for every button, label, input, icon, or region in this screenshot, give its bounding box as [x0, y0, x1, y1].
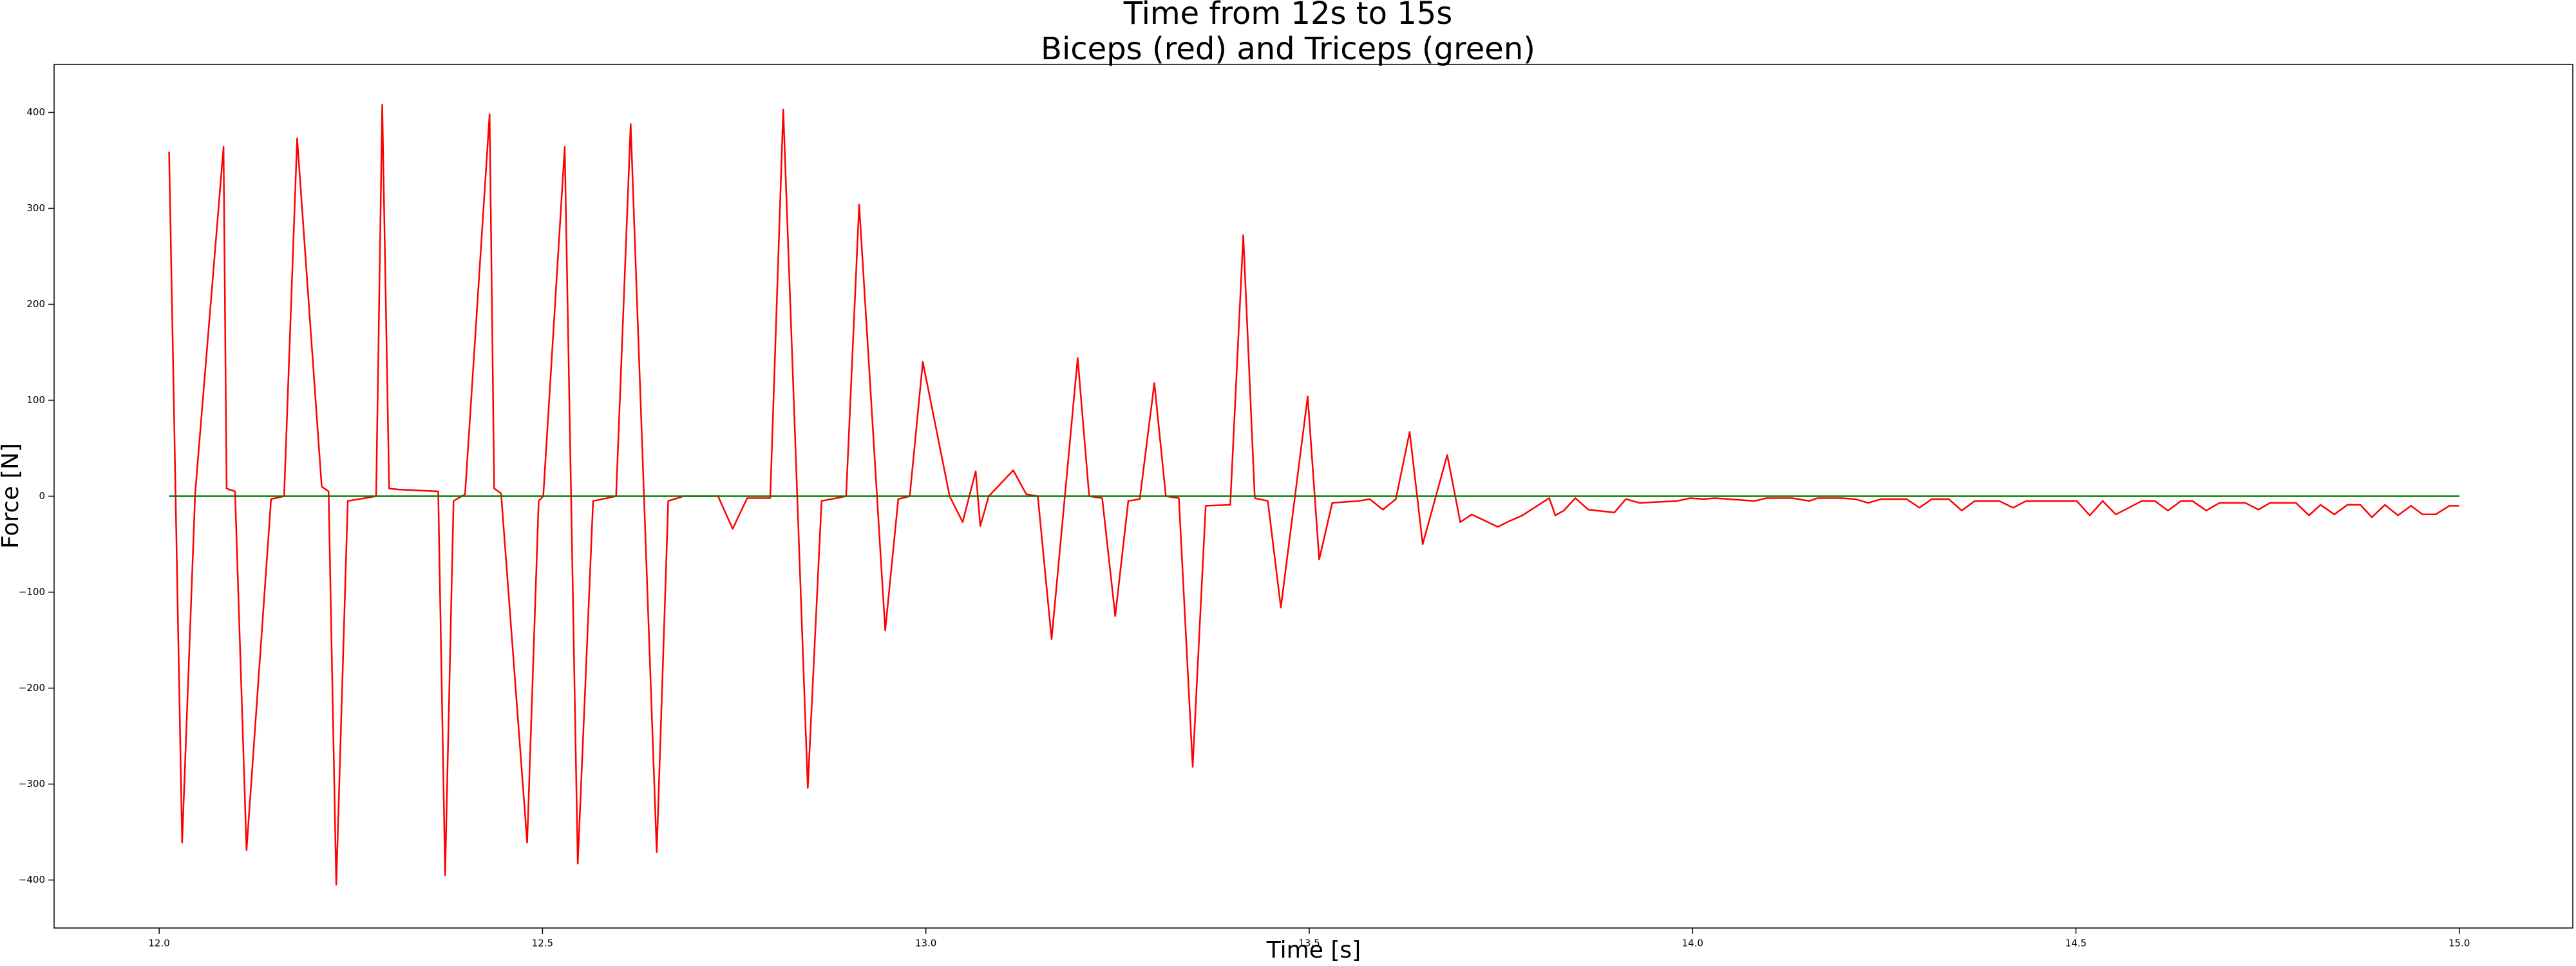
y-tick-label: 400: [26, 106, 45, 118]
y-tick-label: 200: [26, 298, 45, 310]
y-tick-label: −300: [19, 778, 45, 790]
x-tick-label: 13.0: [915, 938, 936, 949]
chart-subtitle: Biceps (red) and Triceps (green): [1041, 31, 1535, 67]
y-tick-label: −200: [19, 682, 45, 694]
y-tick-label: 300: [26, 202, 45, 214]
x-tick-label: 13.5: [1298, 938, 1320, 949]
x-tick-label: 12.0: [148, 938, 169, 949]
series-line: [168, 104, 2459, 886]
chart-title: Time from 12s to 15s: [1123, 0, 1453, 32]
x-tick-label: 15.0: [2448, 938, 2470, 949]
x-tick-label: 12.5: [532, 938, 553, 949]
x-axis-label: Time [s]: [1266, 937, 1361, 963]
x-tick-label: 14.0: [1682, 938, 1703, 949]
y-axis-label: Force [N]: [0, 443, 24, 549]
y-tick-label: 0: [39, 490, 45, 502]
y-tick-label: −400: [19, 874, 45, 886]
x-tick-label: 14.5: [2065, 938, 2087, 949]
y-tick-label: 100: [26, 394, 45, 406]
y-tick-label: −100: [19, 586, 45, 598]
